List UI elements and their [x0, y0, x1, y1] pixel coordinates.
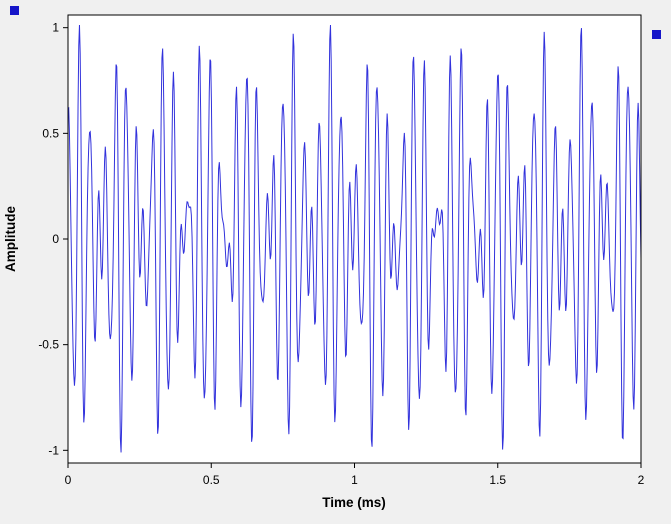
x-tick-label: 0: [65, 473, 72, 487]
selection-handle-right[interactable]: [652, 30, 661, 39]
x-tick-label: 2: [638, 473, 645, 487]
selection-handle-top-left[interactable]: [10, 6, 19, 15]
y-tick-label: -1: [48, 443, 59, 457]
y-tick-label: 1: [52, 21, 59, 35]
plot-area: [68, 15, 641, 463]
y-tick-label: -0.5: [38, 338, 59, 352]
waveform-line: [67, 24, 642, 453]
y-tick-label: 0: [52, 232, 59, 246]
x-tick-label: 1: [351, 473, 358, 487]
tick-layer: 0 0.5 1 1.5 2 -1 -0.5 0 0.5 1: [38, 21, 644, 487]
y-axis-label: Amplitude: [3, 206, 18, 272]
x-axis-label: Time (ms): [322, 495, 386, 510]
x-tick-label: 1.5: [489, 473, 506, 487]
x-tick-label: 0.5: [203, 473, 220, 487]
y-tick-label: 0.5: [42, 126, 59, 140]
axis-box: [67, 14, 642, 464]
